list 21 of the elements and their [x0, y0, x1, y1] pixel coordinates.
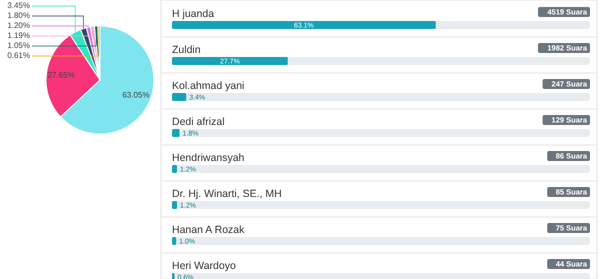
bar: [172, 201, 178, 209]
data-label: 1.20%: [7, 21, 30, 30]
y-tick-label: Zuldin: [172, 44, 201, 56]
data-label: 1.19%: [7, 31, 30, 40]
y-tick-label: Dr. Hj. Winarti, SE., MH: [172, 188, 282, 200]
data-label: 63.05%: [122, 90, 150, 100]
y-tick-label: Hendriwansyah: [172, 152, 245, 164]
data-label: 1.80%: [7, 11, 30, 20]
data-label: 0.61%: [7, 51, 30, 60]
y-tick-label: Dedi afrizal: [172, 116, 225, 128]
bar: [172, 165, 178, 173]
y-tick-label: Heri Wardoyo: [172, 260, 236, 272]
bar: [172, 129, 180, 137]
data-label: 27.65%: [48, 70, 75, 80]
y-tick-label: Kol.ahmad yani: [172, 80, 244, 92]
bar: [172, 237, 176, 245]
data-label: 3.45%: [7, 1, 30, 10]
bar: [172, 93, 186, 101]
data-label: 1.05%: [7, 41, 30, 50]
y-tick-label: Hanan A Rozak: [172, 224, 246, 236]
y-tick-label: H juanda: [172, 8, 214, 20]
